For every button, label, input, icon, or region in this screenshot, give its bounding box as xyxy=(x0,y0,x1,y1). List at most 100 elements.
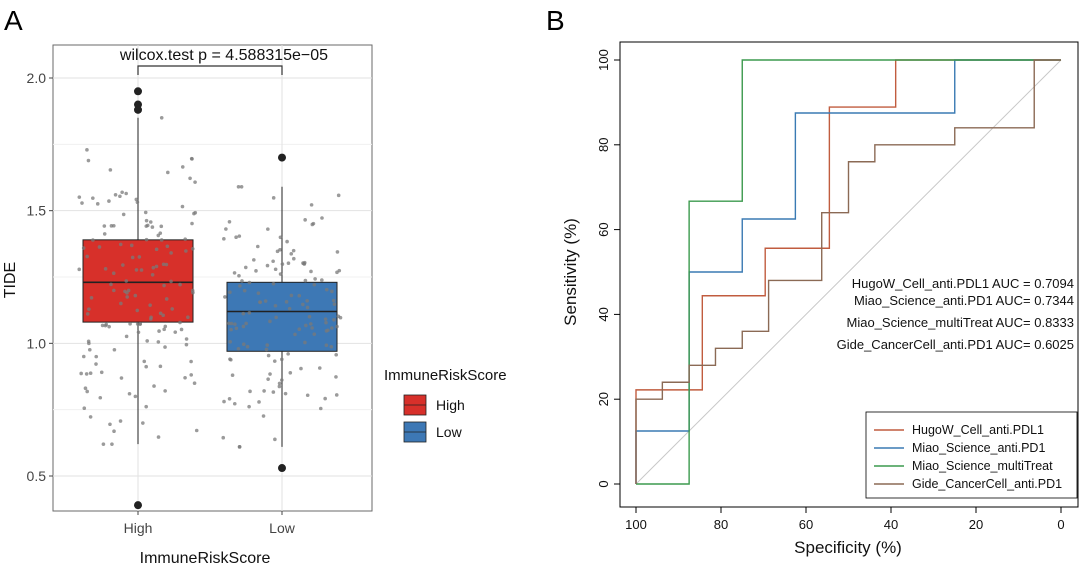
jitter-point xyxy=(236,346,241,351)
jitter-point xyxy=(110,442,114,446)
jitter-point xyxy=(309,269,313,274)
roc-x-tick-label: 40 xyxy=(884,517,898,532)
jitter-point xyxy=(144,218,149,223)
jitter-point xyxy=(123,289,127,294)
jitter-point xyxy=(179,327,184,332)
jitter-point xyxy=(262,389,266,393)
jitter-point xyxy=(324,329,329,333)
jitter-point xyxy=(241,311,246,316)
jitter-point xyxy=(128,322,132,326)
roc-curve-1 xyxy=(635,59,1061,484)
jitter-point xyxy=(156,340,161,344)
jitter-point xyxy=(184,337,189,341)
jitter-point xyxy=(283,391,288,396)
jitter-point xyxy=(112,288,116,293)
boxplot-y-tick-label: 2.0 xyxy=(27,70,47,86)
jitter-point xyxy=(291,256,296,261)
jitter-point xyxy=(309,203,314,207)
jitter-point xyxy=(169,251,173,255)
jitter-point xyxy=(268,319,272,324)
jitter-point xyxy=(121,263,125,267)
jitter-point xyxy=(151,265,156,270)
jitter-point xyxy=(144,404,149,409)
jitter-point xyxy=(144,224,149,228)
box-low xyxy=(226,281,338,352)
roc-x-tick-label: 60 xyxy=(799,517,813,532)
jitter-point xyxy=(293,332,297,337)
jitter-point xyxy=(91,196,95,200)
jitter-point xyxy=(222,237,226,241)
jitter-point xyxy=(112,347,117,352)
jitter-point xyxy=(159,238,164,242)
jitter-point xyxy=(94,354,99,359)
jitter-point xyxy=(265,263,270,268)
jitter-point xyxy=(254,269,258,273)
jitter-point xyxy=(244,321,248,326)
auc-label-miao-multi: Miao_Science_multiTreat AUC= 0.8333 xyxy=(847,315,1075,330)
jitter-point xyxy=(278,247,282,252)
jitter-point xyxy=(291,248,296,253)
jitter-point xyxy=(152,384,156,388)
jitter-point xyxy=(118,242,123,247)
boxplot-legend-title: ImmuneRiskScore xyxy=(384,367,507,384)
roc-legend-label-hugow: HugoW_Cell_anti.PDL1 xyxy=(912,423,1044,437)
jitter-point xyxy=(266,353,271,358)
jitter-point xyxy=(190,246,195,251)
jitter-point xyxy=(324,287,329,292)
jitter-point xyxy=(264,347,269,352)
jitter-point xyxy=(77,267,82,272)
roc-y-label: Sensitivity (%) xyxy=(561,218,580,326)
jitter-point xyxy=(307,314,312,319)
jitter-point xyxy=(77,195,82,199)
jitter-point xyxy=(334,375,338,379)
jitter-point xyxy=(86,158,91,163)
jitter-point xyxy=(89,296,94,300)
jitter-point xyxy=(239,184,244,189)
jitter-point xyxy=(163,324,168,329)
jitter-point xyxy=(159,224,164,229)
jitter-point xyxy=(221,435,226,440)
jitter-point xyxy=(81,246,86,250)
box-outlier xyxy=(278,464,286,473)
jitter-point xyxy=(125,295,130,299)
jitter-point xyxy=(98,395,103,400)
boxplot-title: wilcox.test p = 4.588315e−05 xyxy=(119,47,328,64)
jitter-point xyxy=(118,419,123,423)
jitter-point xyxy=(265,343,270,347)
jitter-point xyxy=(301,261,305,265)
jitter-point xyxy=(305,305,310,310)
jitter-point xyxy=(79,371,83,376)
jitter-point xyxy=(271,196,276,200)
jitter-point xyxy=(94,362,98,366)
jitter-point xyxy=(88,371,93,376)
roc-y-tick-label: 0 xyxy=(596,480,611,487)
jitter-point xyxy=(245,344,250,349)
roc-curve-2 xyxy=(635,59,1061,484)
jitter-point xyxy=(189,359,193,364)
box-outlier xyxy=(134,501,142,510)
jitter-point xyxy=(135,308,140,313)
roc-x-ticks: 100 80 60 40 20 0 xyxy=(625,507,1065,532)
jitter-point xyxy=(164,297,169,301)
jitter-point xyxy=(193,210,198,215)
jitter-point xyxy=(188,176,192,181)
jitter-point xyxy=(255,244,260,249)
jitter-point xyxy=(303,218,307,222)
jitter-point xyxy=(134,197,139,202)
jitter-point xyxy=(170,307,174,311)
roc-x-label: Specificity (%) xyxy=(794,538,902,557)
jitter-point xyxy=(191,290,195,295)
jitter-point xyxy=(194,428,199,433)
jitter-point xyxy=(124,279,129,283)
jitter-point xyxy=(130,255,135,260)
jitter-point xyxy=(162,327,166,332)
jitter-point xyxy=(304,323,308,328)
jitter-point xyxy=(173,330,178,334)
jitter-point xyxy=(143,210,148,215)
roc-y-tick-label: 100 xyxy=(596,49,611,71)
box-outlier xyxy=(134,100,142,109)
jitter-point xyxy=(273,437,277,442)
jitter-point xyxy=(228,340,232,344)
jitter-point xyxy=(310,326,314,330)
jitter-point xyxy=(236,184,241,189)
